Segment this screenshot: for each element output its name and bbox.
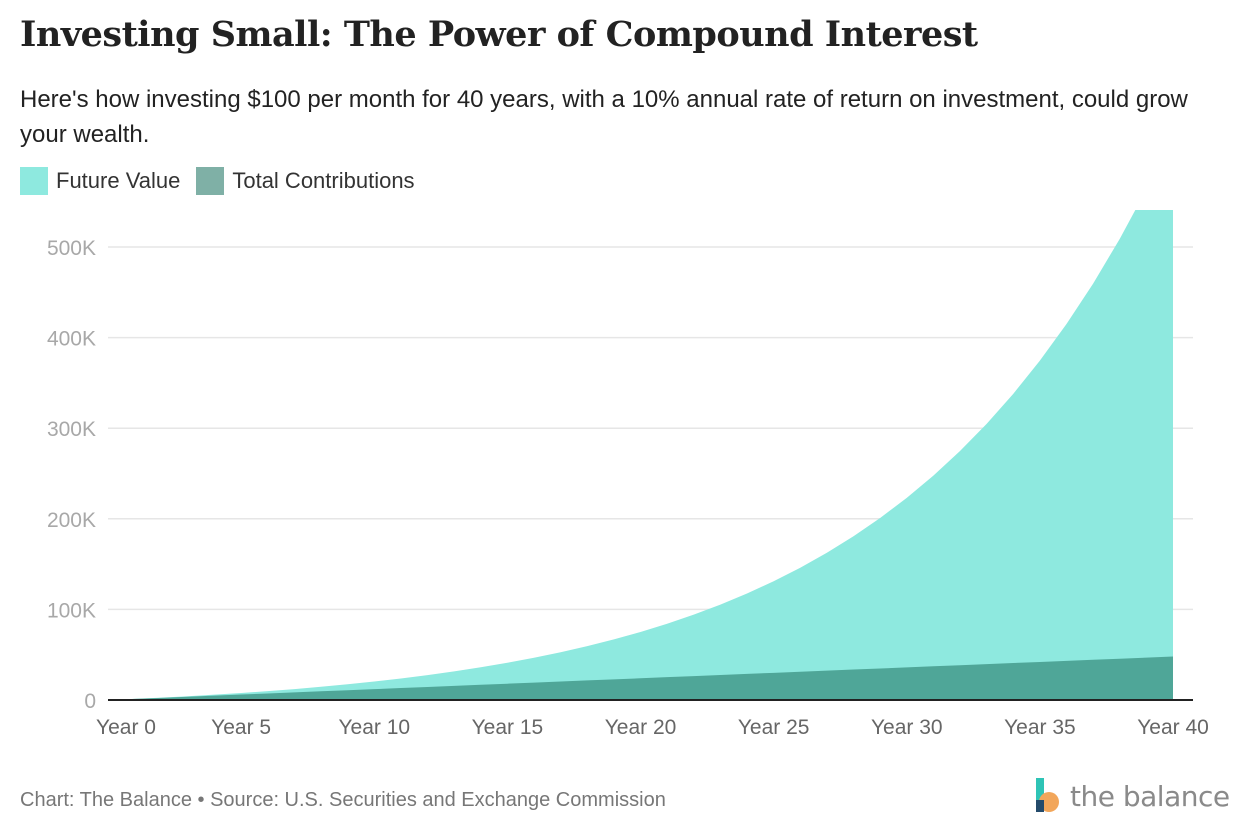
legend-swatch-total-contributions	[196, 167, 225, 195]
x-tick-label: Year 35	[1004, 716, 1076, 739]
legend-item-total-contributions: Total Contributions	[196, 167, 415, 195]
legend-item-future-value: Future Value	[20, 167, 180, 195]
y-tick-label: 100K	[47, 599, 96, 622]
chart-subtitle: Here's how investing $100 per month for …	[20, 86, 1188, 148]
legend: Future Value Total Contributions	[20, 167, 431, 195]
brand-logo: the balance	[1034, 778, 1230, 814]
chart-source-footer: Chart: The Balance • Source: U.S. Securi…	[20, 789, 666, 811]
area-future-value	[108, 210, 1173, 700]
x-tick-label: Year 40	[1137, 716, 1209, 739]
y-tick-label: 500K	[47, 237, 96, 260]
x-tick-label: Year 5	[211, 716, 271, 739]
x-tick-label: Year 15	[472, 716, 544, 739]
x-tick-label: Year 30	[871, 716, 943, 739]
x-tick-label: Year 25	[738, 716, 810, 739]
legend-swatch-future-value	[20, 167, 48, 195]
x-tick-label: Year 20	[605, 716, 677, 739]
y-tick-label: 0	[84, 690, 96, 713]
balance-logo-icon	[1034, 778, 1064, 814]
chart-title: Investing Small: The Power of Compound I…	[20, 14, 978, 55]
y-tick-label: 200K	[47, 509, 96, 532]
x-tick-label: Year 0	[96, 716, 156, 739]
y-tick-label: 400K	[47, 328, 96, 351]
legend-label-total-contributions: Total Contributions	[232, 168, 415, 193]
y-tick-label: 300K	[47, 418, 96, 441]
legend-label-future-value: Future Value	[56, 168, 181, 193]
x-tick-label: Year 10	[338, 716, 410, 739]
area-total-contributions	[108, 656, 1173, 700]
logo-wordmark: the balance	[1070, 779, 1230, 813]
